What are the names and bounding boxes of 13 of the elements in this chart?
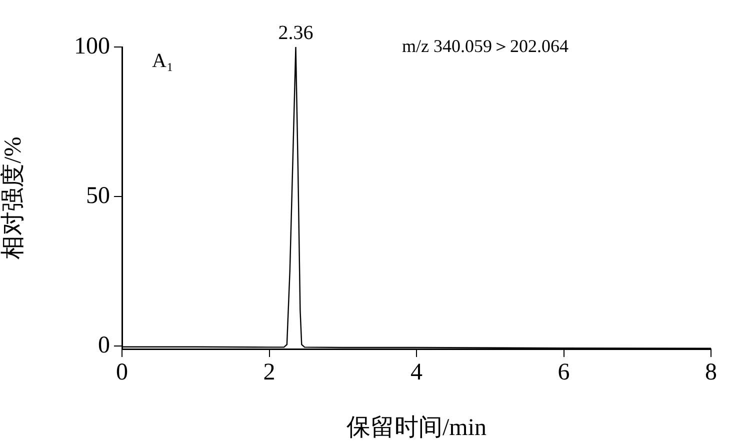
y-axis-title: 相对强度/% [0, 136, 27, 260]
x-axis-title: 保留时间/min [346, 414, 487, 441]
y-tick-label: 100 [74, 33, 110, 60]
x-tick-label: 0 [116, 360, 128, 386]
annotation: 2.36 [278, 22, 314, 44]
x-tick-label: 8 [705, 360, 717, 386]
y-tick-label: 50 [86, 182, 110, 209]
x-tick-label: 6 [558, 360, 570, 386]
x-tick-label: 4 [410, 360, 422, 386]
annotation: m/z 340.059＞202.064 [402, 36, 568, 56]
y-tick-label: 0 [98, 332, 110, 358]
x-tick-label: 2 [263, 360, 276, 386]
annotation: A₁ [152, 50, 174, 72]
